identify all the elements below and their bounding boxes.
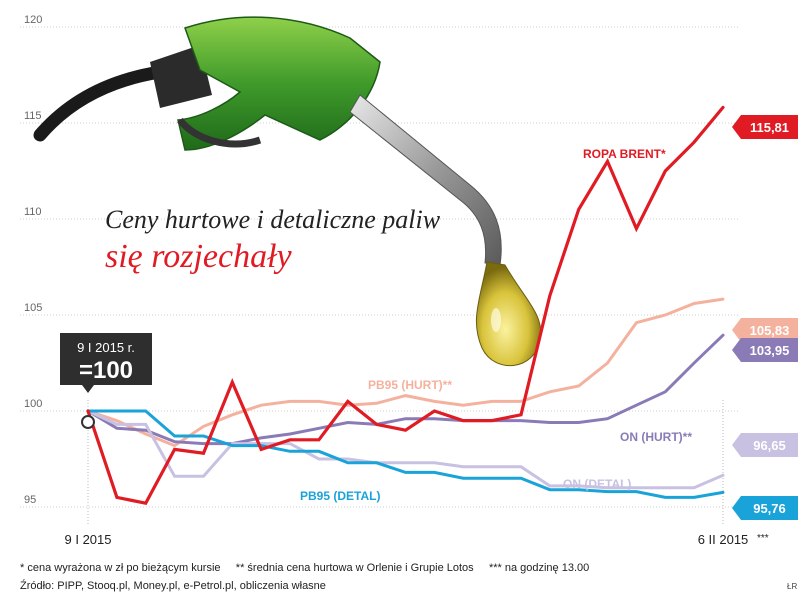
series-line [86,409,725,490]
series-name-label: ROPA BRENT* [583,147,666,161]
y-tick-label: 105 [24,302,42,314]
y-tick-label: 95 [24,494,36,506]
series-line [86,409,725,499]
end-value-box [732,338,798,362]
series-labels: ROPA BRENT* PB95 (HURT)** ON (HURT)** ON (D… [300,147,692,503]
footnote-source: Źródło: PIPP, Stooq.pl, Money.pl, e-Petr… [20,579,326,592]
grid [20,26,740,525]
y-tick-label: 115 [24,110,42,122]
y-tick-label: 120 [24,14,42,26]
end-value-box [732,115,798,139]
end-labels: 115,81 105,83 103,95 96,65 95,76 [732,115,798,520]
y-tick-label: 100 [24,398,42,410]
x-tick-start: 9 I 2015 [65,532,112,547]
baseline-callout-date: 9 I 2015 r. [77,340,135,355]
series-line [86,333,725,446]
end-value-box [732,496,798,520]
series-name-label: ON (HURT)** [620,430,692,444]
chart-subtitle: się rozjechały [105,238,293,275]
series-name-label: ON (DETAL) [563,477,631,491]
series-name-label: PB95 (HURT)** [368,378,452,392]
baseline-point [81,415,95,429]
series-lines [86,105,725,506]
baseline-callout-value: =100 [79,357,133,384]
x-tick-end-note: *** [757,533,769,544]
chart-title: Ceny hurtowe i detaliczne paliw [105,205,441,234]
series-line [86,297,725,448]
end-value-label: 115,81 [750,120,789,135]
end-value-label: 105,83 [750,323,790,338]
author-credit: ŁR [787,582,797,591]
baseline-callout-box [60,333,152,385]
end-value-box [732,433,798,457]
series-name-label: PB95 (DETAL) [300,489,380,503]
baseline-callout: 9 I 2015 r. =100 [60,333,152,393]
end-value-label: 95,76 [753,501,786,516]
footnote-definitions: * cena wyrażona w zł po bieżącym kursie … [20,562,589,574]
y-tick-label: 110 [24,206,42,218]
end-value-label: 103,95 [750,343,790,358]
end-value-box [732,318,798,342]
y-axis: 95 100 105 110 115 120 [24,14,42,506]
series-line [86,105,725,506]
end-value-label: 96,65 [753,438,786,453]
x-tick-end: 6 II 2015 [698,532,749,547]
fuel-nozzle-icon [33,16,542,367]
